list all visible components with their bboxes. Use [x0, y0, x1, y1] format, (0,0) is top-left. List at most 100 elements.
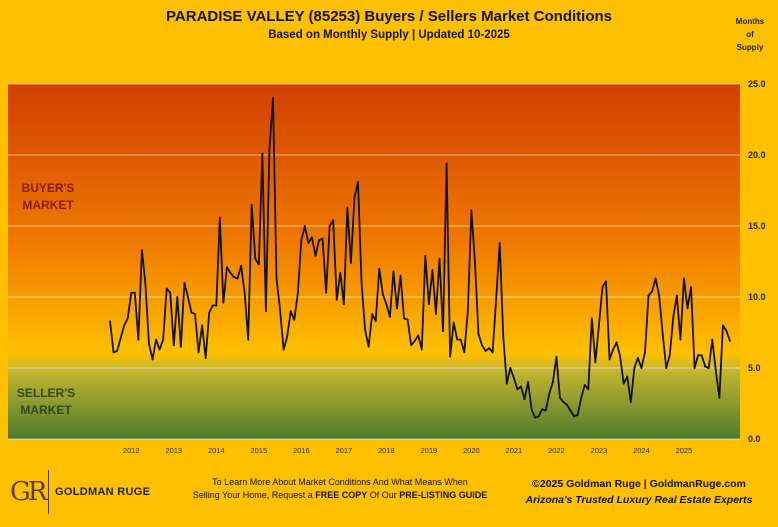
- data-point: [183, 281, 186, 284]
- cta-guide-name: PRE-LISTING GUIDE: [399, 490, 488, 500]
- data-point: [530, 408, 533, 411]
- data-point: [204, 357, 207, 359]
- data-point: [590, 317, 593, 320]
- data-point: [133, 291, 136, 294]
- data-point: [385, 303, 388, 305]
- x-tick-label: 2018: [378, 446, 395, 455]
- data-point: [477, 333, 480, 335]
- data-point: [112, 351, 115, 354]
- data-point: [413, 340, 416, 342]
- data-point: [452, 321, 455, 324]
- data-point: [718, 396, 721, 399]
- data-point: [381, 293, 384, 296]
- data-point: [509, 367, 512, 369]
- data-point: [711, 338, 714, 341]
- data-point: [491, 351, 494, 354]
- x-tick-label: 2016: [293, 446, 310, 455]
- data-point: [275, 277, 278, 280]
- data-point: [396, 307, 398, 310]
- data-point: [282, 348, 285, 351]
- data-point: [229, 271, 232, 274]
- data-point: [179, 345, 182, 348]
- cta-text: Of Our: [367, 490, 400, 500]
- data-point: [360, 281, 363, 284]
- data-point: [342, 303, 345, 305]
- data-point: [296, 293, 299, 296]
- data-point: [523, 398, 526, 401]
- data-point: [261, 152, 264, 155]
- data-point: [406, 318, 409, 321]
- logo-name: GOLDMAN RUGE: [55, 486, 151, 498]
- data-point: [651, 290, 653, 293]
- y-unit-line: Months: [735, 17, 765, 26]
- x-tick-label: 2022: [548, 446, 565, 455]
- data-point: [690, 286, 692, 288]
- data-point: [587, 388, 590, 391]
- data-point: [438, 257, 441, 260]
- x-tick-label: 2020: [463, 446, 480, 455]
- data-point: [537, 415, 540, 418]
- data-point: [427, 303, 430, 305]
- data-point: [665, 367, 668, 369]
- footer-credits: ©2025 Goldman Ruge | GoldmanRuge.com Ari…: [514, 476, 764, 508]
- copyright-text[interactable]: ©2025 Goldman Ruge | GoldmanRuge.com: [532, 478, 746, 490]
- data-point: [346, 206, 349, 209]
- data-point: [123, 324, 126, 327]
- data-point: [357, 181, 359, 183]
- data-point: [566, 404, 568, 406]
- data-point: [109, 320, 111, 323]
- footer-cta: To Learn More About Market Conditions An…: [170, 476, 510, 502]
- goldman-ruge-logo[interactable]: GR GOLDMAN RUGE: [10, 470, 150, 514]
- data-point: [707, 367, 710, 369]
- data-point: [520, 385, 522, 388]
- y-tick-label: 5.0: [748, 363, 761, 373]
- data-point: [222, 301, 225, 304]
- data-point: [672, 315, 675, 318]
- data-point: [583, 384, 586, 386]
- data-point: [289, 310, 292, 313]
- data-point: [126, 317, 129, 320]
- data-point: [470, 209, 473, 212]
- chart-subtitle: Based on Monthly Supply | Updated 10-202…: [268, 29, 510, 41]
- data-point: [569, 409, 572, 412]
- data-point: [605, 280, 607, 283]
- data-point: [661, 333, 664, 335]
- data-point: [654, 277, 657, 280]
- data-point: [548, 392, 551, 395]
- data-point: [722, 324, 724, 327]
- data-point: [307, 242, 310, 244]
- y-unit-line: of: [746, 30, 754, 39]
- data-point: [534, 416, 537, 419]
- x-tick-label: 2015: [250, 446, 267, 455]
- data-point: [130, 291, 133, 294]
- data-point: [257, 263, 260, 266]
- cta-text: Selling Your Home, Request a: [192, 490, 316, 500]
- data-point: [463, 351, 466, 354]
- logo-divider: [48, 470, 49, 514]
- data-point: [250, 203, 253, 206]
- data-point: [420, 348, 423, 351]
- data-point: [442, 330, 444, 332]
- data-point: [328, 225, 331, 227]
- data-point: [725, 330, 728, 332]
- data-point: [190, 311, 193, 314]
- data-point: [629, 401, 632, 403]
- data-point: [364, 328, 366, 331]
- data-point: [226, 266, 228, 269]
- data-point: [466, 310, 469, 313]
- x-tick-label: 2024: [633, 446, 650, 455]
- data-point: [647, 294, 650, 297]
- y-tick-label: 15.0: [748, 221, 766, 231]
- data-point: [459, 338, 462, 341]
- data-point: [615, 341, 618, 344]
- data-point: [151, 358, 154, 361]
- data-point: [484, 350, 487, 352]
- data-point: [668, 354, 671, 357]
- data-point: [559, 396, 561, 399]
- data-point: [303, 225, 306, 227]
- data-point: [612, 348, 614, 351]
- data-point: [626, 375, 629, 378]
- data-point: [445, 162, 448, 165]
- data-point: [435, 313, 437, 315]
